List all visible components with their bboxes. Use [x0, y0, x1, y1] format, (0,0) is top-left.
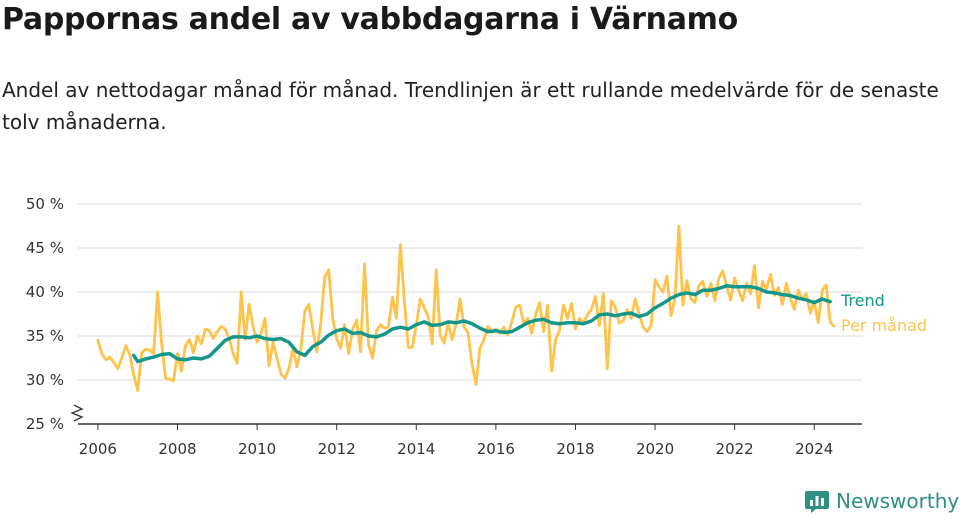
newsworthy-logo: Newsworthy [804, 488, 959, 514]
monthly-line [96, 224, 836, 392]
x-tick-label: 2008 [158, 440, 196, 458]
axis-break-mark [70, 404, 84, 422]
legend-monthly: Per månad [841, 316, 927, 335]
legend-trend: Trend [840, 291, 885, 310]
y-tick-label: 30 % [26, 371, 64, 389]
y-tick-label: 45 % [26, 239, 64, 257]
x-tick-label: 2022 [716, 440, 754, 458]
x-tick-label: 2016 [477, 440, 515, 458]
x-tick-label: 2006 [79, 440, 117, 458]
x-tick-label: 2020 [636, 440, 674, 458]
brand-name: Newsworthy [836, 489, 960, 513]
x-tick-label: 2012 [318, 440, 356, 458]
y-tick-label: 50 % [26, 195, 64, 213]
x-tick-label: 2010 [238, 440, 276, 458]
x-tick-label: 2014 [397, 440, 435, 458]
trend-line [131, 284, 832, 364]
y-tick-label: 40 % [26, 283, 64, 301]
page-subtitle: Andel av nettodagar månad för månad. Tre… [2, 78, 939, 134]
legend: Trend Per månad [840, 291, 927, 335]
y-tick-label: 35 % [26, 327, 64, 345]
series-lines [96, 224, 836, 392]
bar-chart-icon [805, 491, 829, 513]
x-tick-label: 2024 [795, 440, 833, 458]
y-axis-labels: 25 % 30 % 35 % 40 % 45 % 50 % [26, 195, 64, 433]
x-axis: 2006 2008 2010 2012 2014 2016 2018 2020 2022 2024 [70, 404, 862, 458]
y-tick-label: 25 % [26, 415, 64, 433]
x-tick-label: 2018 [556, 440, 594, 458]
page-title: Pappornas andel av vabbdagarna i Värnamo [2, 2, 738, 37]
